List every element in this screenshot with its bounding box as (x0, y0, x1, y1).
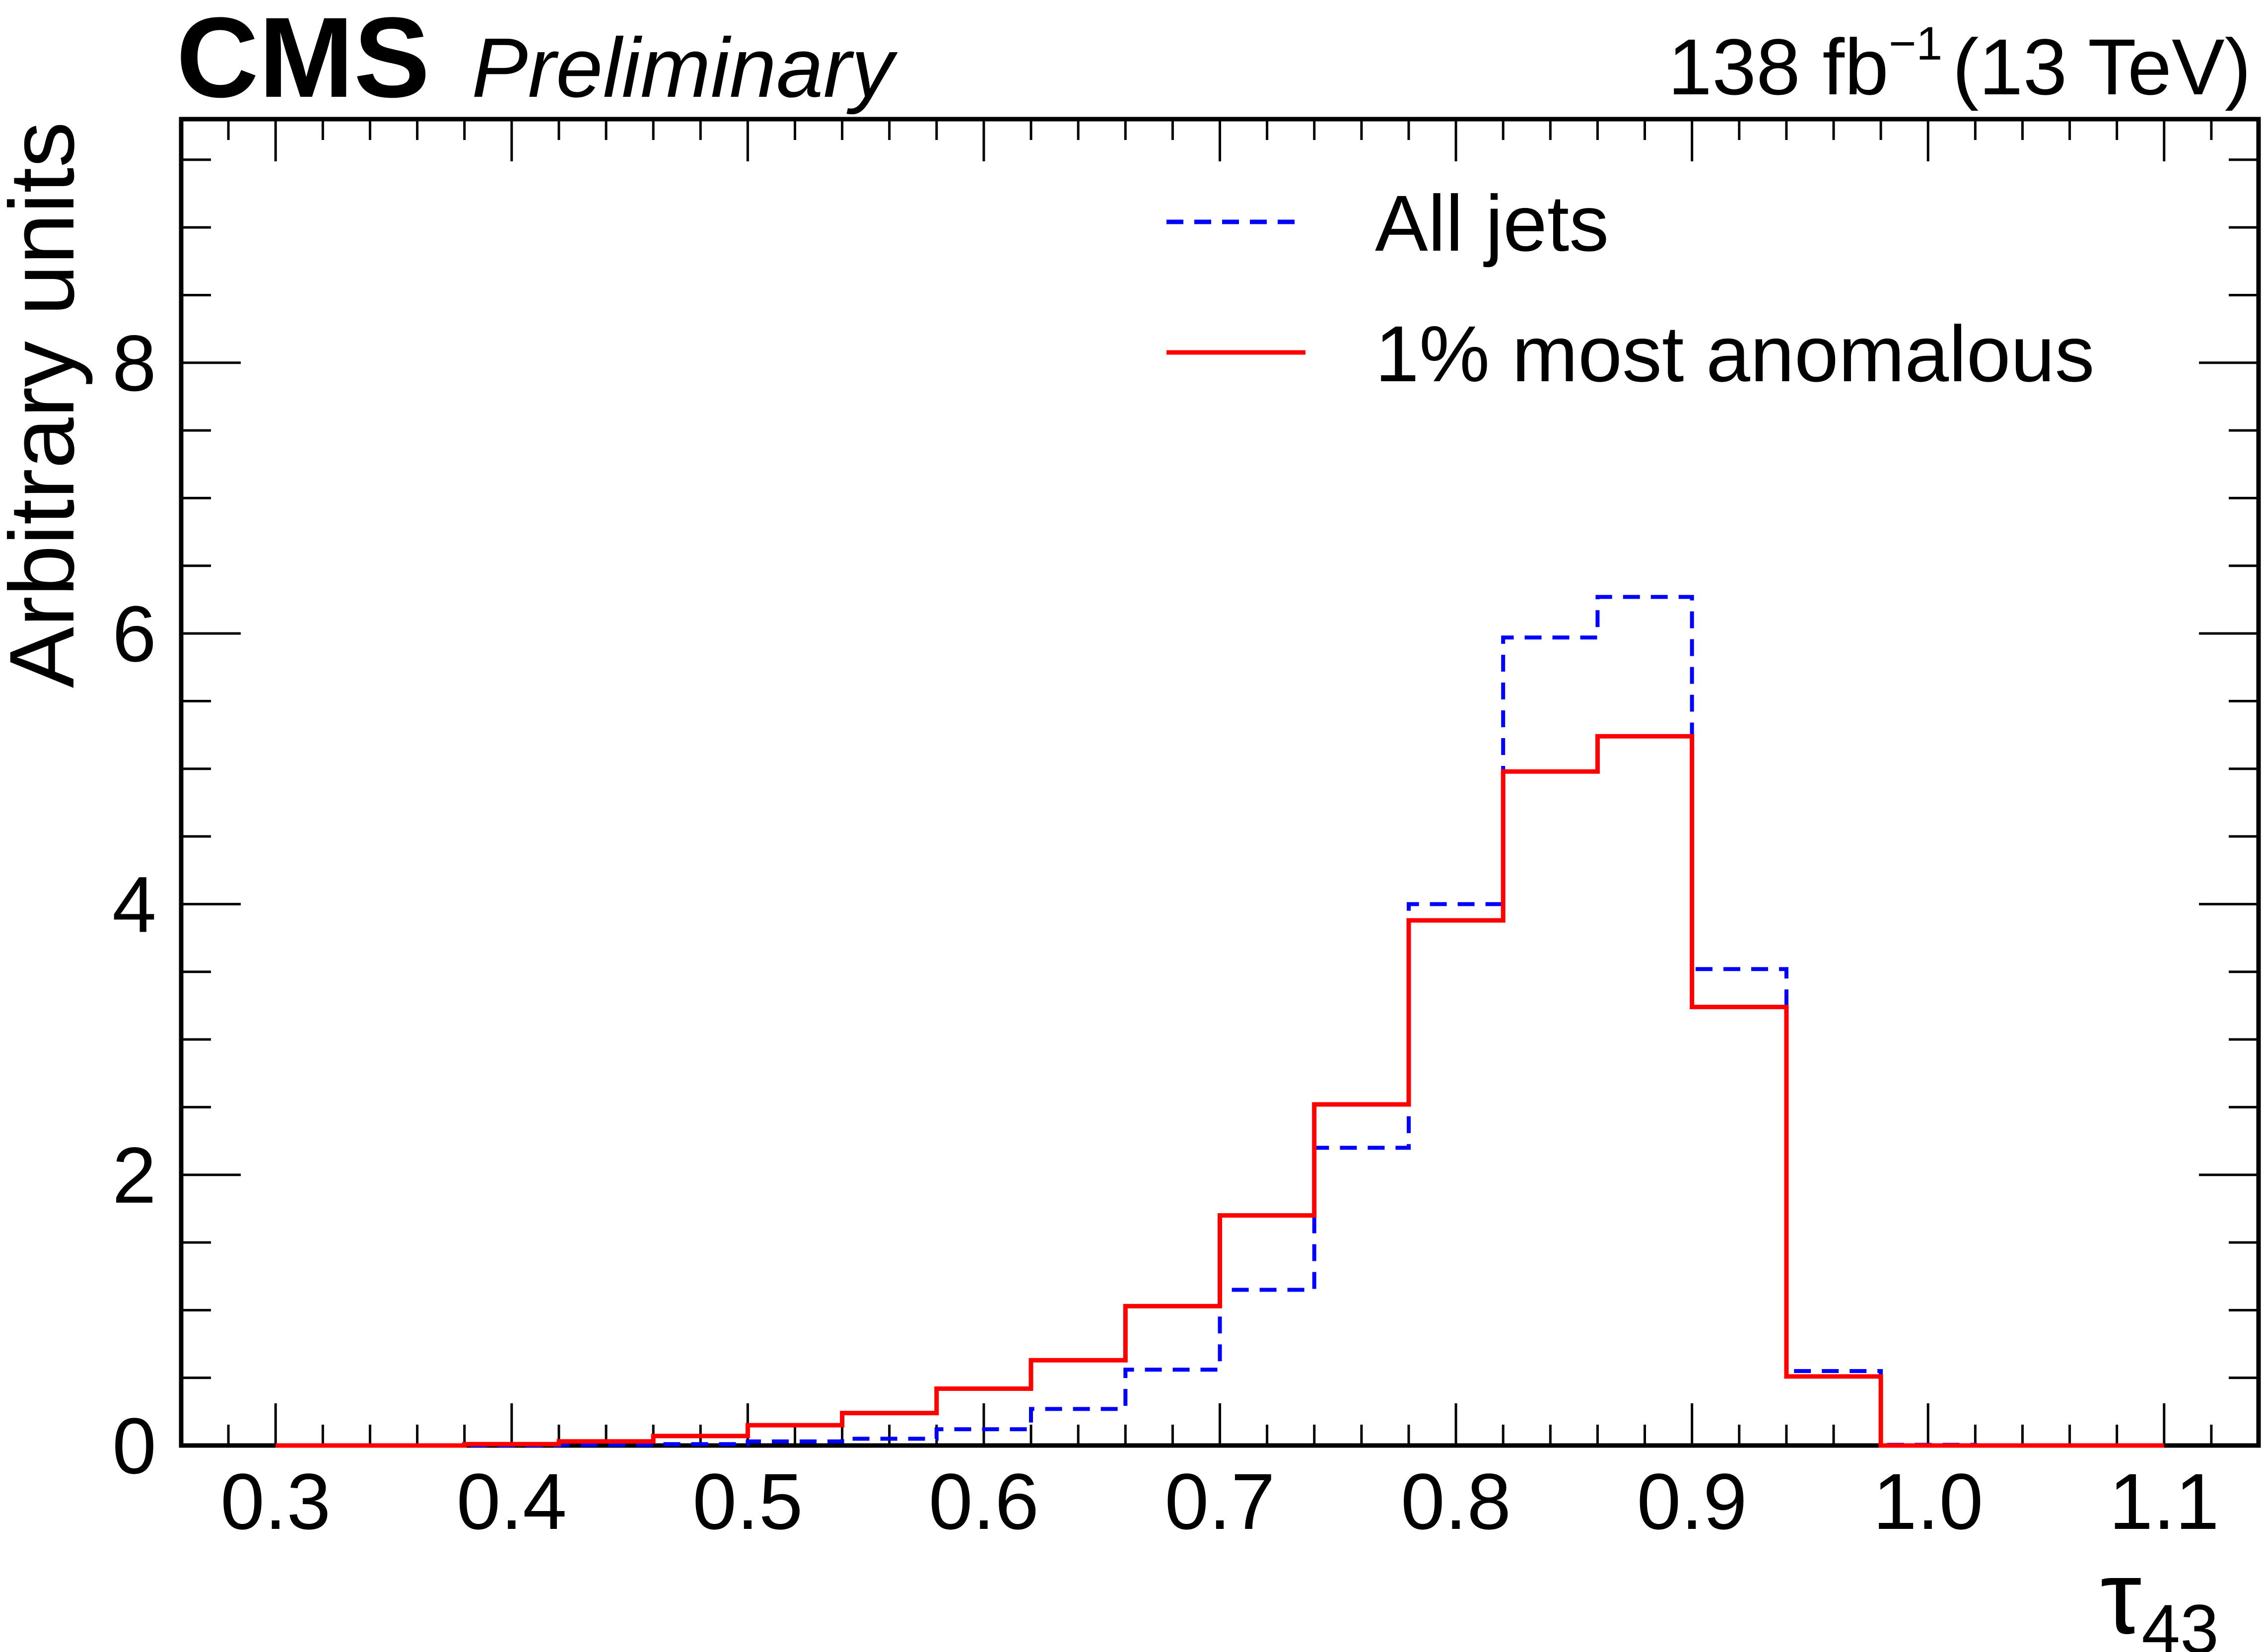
x-tick-label: 0.4 (457, 1457, 567, 1546)
status-label: Preliminary (472, 21, 898, 115)
energy-label: (13 TeV) (1952, 22, 2251, 111)
y-tick-label: 8 (112, 319, 156, 408)
series-most-anomalous-line (275, 734, 2164, 1448)
series-all-jets-line (275, 595, 2164, 1447)
x-axis-symbol: τ (2100, 1539, 2141, 1652)
x-axis-subscript: 43 (2141, 1590, 2219, 1652)
x-axis-label: τ43 (2100, 1539, 2219, 1652)
experiment-label: CMS (176, 0, 430, 121)
x-tick-label: 1.1 (2109, 1457, 2219, 1546)
x-tick-label: 0.8 (1401, 1457, 1511, 1546)
y-tick-label: 2 (112, 1131, 156, 1220)
axis-ticks (180, 119, 2260, 1447)
x-tick-label: 0.3 (220, 1457, 331, 1546)
x-tick-label: 0.5 (692, 1457, 803, 1546)
x-tick-labels: 0.3 0.4 0.5 0.6 0.7 0.8 0.9 1.0 1.1 (220, 1457, 2219, 1546)
y-tick-labels: 0 2 4 6 8 (112, 319, 156, 1490)
x-tick-label: 1.0 (1873, 1457, 1983, 1546)
y-axis-label: Arbitrary units (0, 122, 93, 688)
x-tick-label: 0.9 (1637, 1457, 1747, 1546)
y-tick-label: 6 (112, 589, 156, 678)
luminosity-value: 138 fb (1668, 22, 1889, 111)
luminosity-label: 138 fb−1 (13 TeV) (1668, 17, 2251, 111)
y-tick-label: 4 (112, 860, 156, 949)
legend-label-all-jets: All jets (1375, 179, 1609, 268)
legend-label-most-anomalous: 1% most anomalous (1375, 309, 2095, 398)
y-tick-label: 0 (112, 1401, 156, 1490)
x-tick-label: 0.6 (929, 1457, 1039, 1546)
legend: All jets 1% most anomalous (1166, 179, 2095, 398)
x-tick-label: 0.7 (1165, 1457, 1275, 1546)
luminosity-exponent: −1 (1889, 17, 1942, 70)
